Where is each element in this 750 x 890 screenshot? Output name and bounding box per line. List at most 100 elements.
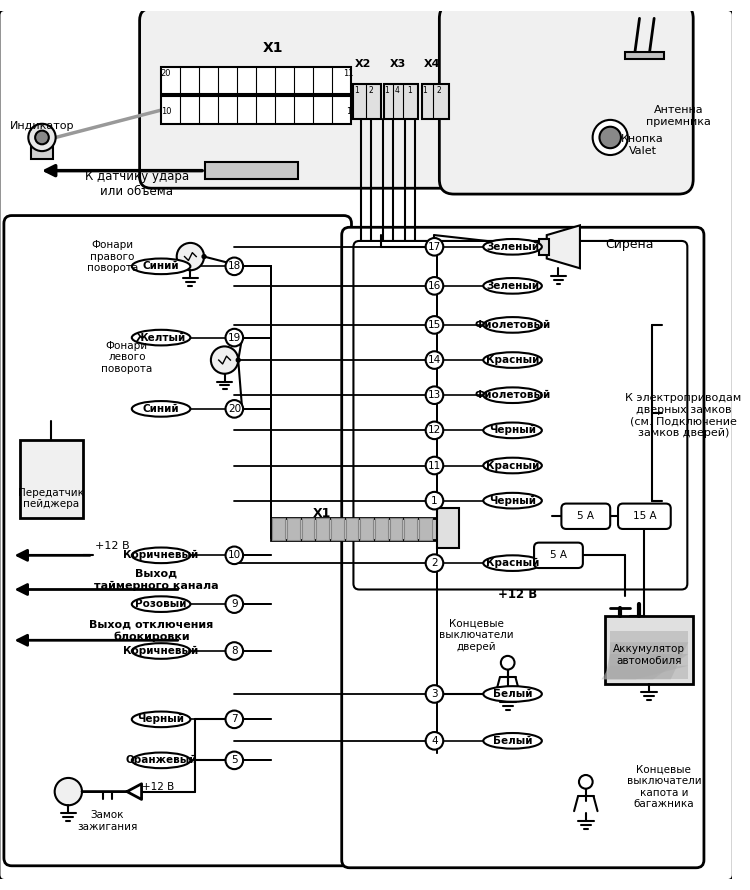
- Circle shape: [426, 685, 443, 703]
- FancyBboxPatch shape: [353, 241, 687, 589]
- FancyBboxPatch shape: [342, 227, 704, 868]
- Circle shape: [55, 778, 82, 805]
- Text: X1: X1: [313, 506, 332, 520]
- Text: Замок
зажигания: Замок зажигания: [77, 810, 137, 831]
- Text: +12 В: +12 В: [95, 540, 130, 551]
- Text: 14: 14: [427, 355, 441, 365]
- FancyBboxPatch shape: [562, 504, 610, 529]
- Text: Коричневый: Коричневый: [124, 550, 199, 561]
- Bar: [161, 96, 352, 124]
- Circle shape: [226, 400, 243, 417]
- Circle shape: [226, 710, 243, 728]
- FancyBboxPatch shape: [440, 4, 693, 194]
- Text: Желтый: Желтый: [136, 333, 186, 343]
- Text: 2: 2: [437, 86, 442, 95]
- Ellipse shape: [483, 423, 542, 438]
- Bar: [539, 239, 549, 255]
- Text: 19: 19: [228, 333, 241, 343]
- Text: Фонари
правого
поворота: Фонари правого поворота: [87, 240, 138, 273]
- Bar: [605, 616, 693, 684]
- Text: 4: 4: [395, 86, 400, 95]
- Circle shape: [426, 238, 443, 255]
- Text: Розовый: Розовый: [135, 599, 187, 609]
- Bar: [404, 518, 417, 539]
- Text: Кнопка
Valet: Кнопка Valet: [621, 134, 664, 156]
- Text: +12 В: +12 В: [498, 588, 537, 601]
- Text: 20: 20: [228, 404, 241, 414]
- Circle shape: [211, 346, 238, 374]
- Bar: [422, 84, 449, 119]
- Bar: [32, 145, 53, 159]
- Text: 9: 9: [231, 599, 238, 609]
- Text: 2: 2: [431, 558, 438, 568]
- Text: 1: 1: [408, 86, 413, 95]
- Text: Концевые
выключатели
дверей: Концевые выключатели дверей: [440, 619, 514, 652]
- Text: 11: 11: [344, 69, 354, 78]
- Bar: [20, 441, 83, 518]
- Text: 18: 18: [228, 262, 241, 271]
- Circle shape: [226, 751, 243, 769]
- Text: X4: X4: [423, 60, 439, 69]
- Text: 13: 13: [427, 390, 441, 400]
- Text: 5 А: 5 А: [550, 550, 567, 561]
- Text: Выход
таймерного канала: Выход таймерного канала: [94, 569, 218, 591]
- Ellipse shape: [132, 401, 190, 417]
- Text: X2: X2: [355, 60, 371, 69]
- Circle shape: [177, 243, 204, 271]
- Bar: [302, 518, 314, 539]
- Text: 5 А: 5 А: [578, 511, 594, 522]
- Circle shape: [426, 422, 443, 439]
- Text: 15: 15: [427, 320, 441, 330]
- Text: Синий: Синий: [142, 262, 179, 271]
- Text: Зеленый: Зеленый: [486, 242, 539, 252]
- Text: 1: 1: [422, 86, 427, 95]
- Text: Оранжевый: Оранжевый: [125, 756, 196, 765]
- Text: Концевые
выключатели
капота и
багажника: Концевые выключатели капота и багажника: [626, 765, 701, 809]
- Ellipse shape: [483, 239, 542, 255]
- Text: 17: 17: [427, 242, 441, 252]
- Ellipse shape: [132, 330, 190, 345]
- Polygon shape: [547, 225, 580, 268]
- Text: +12 В: +12 В: [142, 781, 174, 792]
- Text: 20: 20: [160, 69, 171, 78]
- Text: Черный: Черный: [489, 496, 536, 506]
- Text: Фонари
левого
поворота: Фонари левого поворота: [101, 341, 152, 374]
- Circle shape: [426, 386, 443, 404]
- Circle shape: [579, 775, 592, 789]
- Polygon shape: [608, 643, 688, 679]
- Text: Красный: Красный: [486, 460, 539, 471]
- Text: К датчику удара
или объема: К датчику удара или объема: [85, 170, 189, 198]
- Bar: [316, 518, 329, 539]
- Text: 4: 4: [431, 736, 438, 746]
- Bar: [437, 508, 459, 547]
- Circle shape: [226, 595, 243, 613]
- Circle shape: [226, 546, 243, 564]
- Circle shape: [501, 656, 515, 669]
- Ellipse shape: [132, 753, 190, 768]
- Text: Выход отключения
блокировки: Выход отключения блокировки: [89, 619, 214, 642]
- Bar: [360, 518, 373, 539]
- Text: 12: 12: [427, 425, 441, 435]
- Text: Сирена: Сирена: [605, 239, 654, 251]
- Circle shape: [599, 126, 621, 149]
- Bar: [346, 518, 358, 539]
- Text: X1: X1: [263, 41, 284, 54]
- Text: Красный: Красный: [486, 558, 539, 568]
- FancyBboxPatch shape: [140, 9, 495, 188]
- Bar: [331, 518, 344, 539]
- Circle shape: [202, 255, 206, 258]
- Bar: [375, 518, 388, 539]
- Circle shape: [426, 316, 443, 334]
- Text: Фиолетовый: Фиолетовый: [475, 390, 550, 400]
- Text: Антенна
приемника: Антенна приемника: [646, 105, 711, 126]
- Bar: [205, 162, 298, 180]
- Text: 15 А: 15 А: [632, 511, 656, 522]
- Text: 1: 1: [431, 496, 438, 506]
- Ellipse shape: [132, 711, 190, 727]
- Text: 2: 2: [369, 86, 374, 95]
- Text: К электроприводам
дверных замков
(см. Подключение
замков дверей): К электроприводам дверных замков (см. По…: [626, 393, 742, 438]
- Text: Черный: Черный: [489, 425, 536, 435]
- Circle shape: [226, 328, 243, 346]
- Circle shape: [35, 131, 49, 144]
- Polygon shape: [604, 654, 688, 679]
